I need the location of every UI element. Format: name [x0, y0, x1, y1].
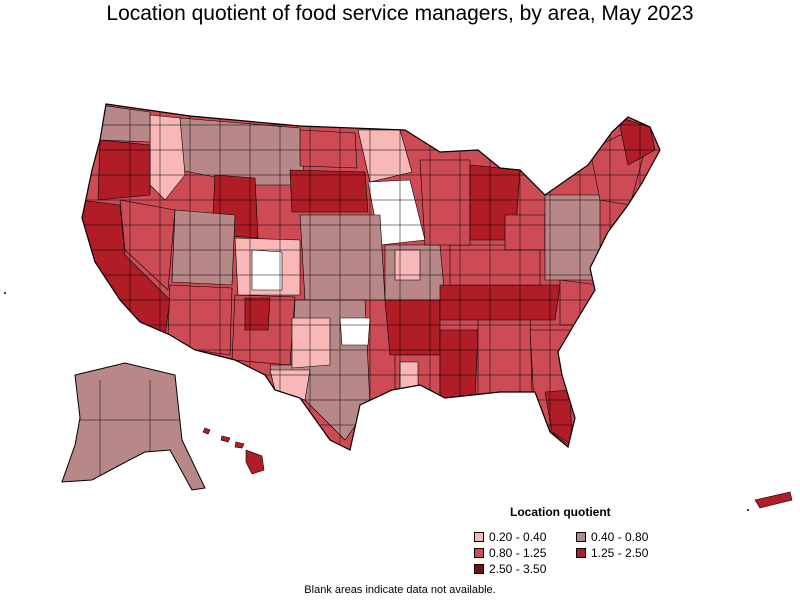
region-no-data-colorado — [251, 249, 283, 291]
footnote: Blank areas indicate data not available. — [304, 584, 496, 596]
region-dakotas — [289, 169, 369, 213]
legend-swatch — [474, 547, 484, 558]
us-outline — [81, 103, 661, 451]
region-utah — [171, 209, 236, 286]
region-nm-dark — [244, 297, 271, 331]
legend-swatch — [474, 563, 484, 574]
region-west-texas — [269, 369, 311, 401]
region-missouri-light — [394, 249, 421, 281]
legend-item-0-80-1-25: 0.80 - 1.25 — [474, 546, 546, 560]
alaska-outline — [61, 362, 206, 491]
region-north-dakota — [299, 129, 358, 169]
legend-item-0-20-0-40: 0.20 - 0.40 — [474, 530, 546, 544]
region-hawaii — [245, 449, 265, 475]
hawaii — [202, 427, 265, 475]
legend-swatch — [576, 531, 586, 542]
region-carolinas — [559, 279, 599, 326]
legend-item-0-40-0-80: 0.40 - 0.80 — [576, 530, 648, 544]
region-mississippi — [439, 329, 479, 401]
region-kentucky — [449, 244, 541, 286]
region-arizona — [167, 284, 233, 356]
region-puerto-rico — [754, 491, 793, 509]
region-texas-panhandle — [291, 317, 331, 369]
legend-item-1-25-2-50: 1.25 - 2.50 — [576, 546, 648, 560]
region-plains — [299, 214, 386, 301]
region-oregon — [97, 139, 151, 201]
region-wisconsin-illinois — [419, 159, 471, 246]
legend-item-2-50-3-50: 2.50 - 3.50 — [474, 562, 546, 576]
legend-swatch — [576, 547, 586, 558]
region-nevada — [119, 199, 176, 291]
region-alabama-georgia — [477, 314, 533, 396]
legend-swatch — [474, 531, 484, 542]
region-minnesota — [357, 129, 413, 183]
map-title: Location quotient of food service manage… — [106, 2, 694, 25]
region-tennessee — [439, 284, 561, 321]
region-no-data-texas — [339, 317, 371, 346]
region-arkansas — [384, 299, 441, 356]
region-ohio — [504, 214, 546, 251]
legend-title: Location quotient — [510, 505, 611, 519]
region-pennsylvania-virginia — [544, 194, 601, 281]
